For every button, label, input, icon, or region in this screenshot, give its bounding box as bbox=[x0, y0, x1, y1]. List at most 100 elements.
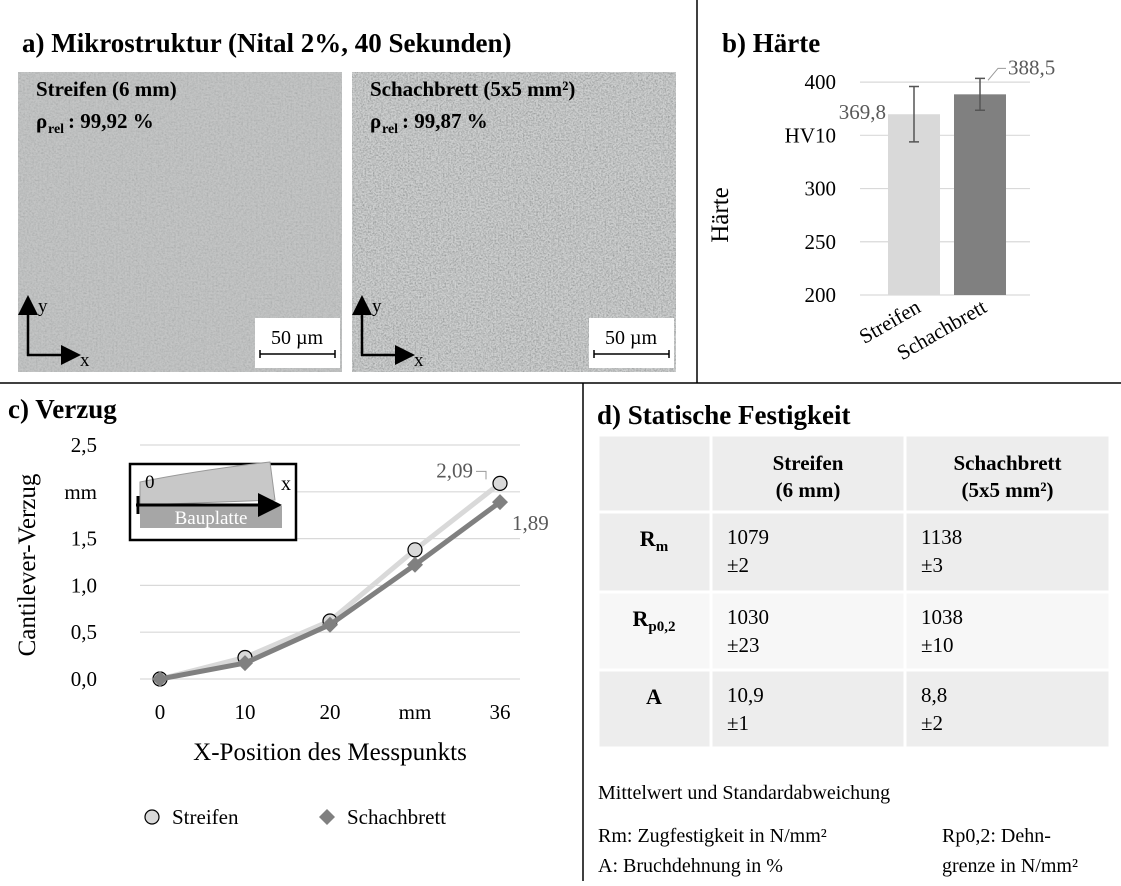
table-cell bbox=[712, 671, 904, 747]
bar bbox=[888, 114, 940, 296]
image-label: Streifen (6 mm) bbox=[36, 77, 177, 101]
abbreviation: grenze in N/mm² bbox=[942, 855, 1078, 877]
row-symbol: Rp0,2 bbox=[633, 606, 676, 635]
symbol: R bbox=[640, 526, 657, 551]
y-tick-label: 300 bbox=[805, 177, 837, 201]
table-value: ±2 bbox=[921, 711, 943, 735]
x-axis-label: X-Position des Messpunkts bbox=[193, 739, 467, 766]
y-tick-label: 1,0 bbox=[71, 573, 97, 597]
inset-origin: 0 bbox=[145, 472, 155, 493]
y-tick-label: 2,5 bbox=[71, 433, 97, 457]
panel-title: b) Härte bbox=[722, 28, 820, 58]
y-tick-label: mm bbox=[64, 480, 97, 504]
table-cell bbox=[906, 436, 1109, 511]
table-value: 10,9 bbox=[727, 683, 764, 707]
inset-plate-label: Bauplatte bbox=[175, 508, 248, 529]
scale-label: 50 µm bbox=[271, 327, 324, 349]
table-value: 8,8 bbox=[921, 683, 947, 707]
value-label: 1,89 bbox=[512, 511, 549, 535]
scale-box bbox=[589, 318, 674, 368]
table-cell bbox=[906, 593, 1109, 669]
y-tick-label: 1,5 bbox=[71, 527, 97, 551]
table-value: 1030 bbox=[727, 605, 769, 629]
panel-title: a) Mikrostruktur (Nital 2%, 40 Sekunden) bbox=[22, 28, 512, 58]
scale-box bbox=[255, 318, 340, 368]
axis-label: x bbox=[80, 350, 90, 371]
density-value: : 99,92 % bbox=[68, 109, 154, 133]
scale-label: 50 µm bbox=[605, 327, 658, 349]
panel-title: d) Statische Festigkeit bbox=[597, 400, 850, 430]
abbreviation: Rp0,2: Dehn- bbox=[942, 825, 1051, 847]
table-value: ±3 bbox=[921, 553, 943, 577]
bar bbox=[954, 94, 1006, 295]
table-cell bbox=[712, 513, 904, 591]
x-tick-label: 10 bbox=[235, 700, 256, 724]
marker bbox=[407, 542, 423, 558]
table-cell bbox=[599, 436, 710, 511]
error-bar bbox=[909, 85, 919, 143]
value-label: 388,5 bbox=[1008, 55, 1055, 79]
subscript: p0,2 bbox=[648, 619, 675, 635]
table-cell bbox=[712, 593, 904, 669]
table-value: ±1 bbox=[727, 711, 749, 735]
cantilever bbox=[139, 461, 276, 506]
inset-axis-label: x bbox=[281, 473, 291, 495]
column-header: Schachbrett bbox=[953, 451, 1061, 475]
y-tick-label: 0,0 bbox=[71, 667, 97, 691]
axis-label: y bbox=[38, 296, 48, 317]
row-symbol: A bbox=[646, 684, 662, 709]
table-cell bbox=[599, 513, 710, 591]
table-note: Mittelwert und Standardabweichung bbox=[598, 782, 890, 804]
y-tick-label: 200 bbox=[805, 283, 837, 307]
legend-label: Schachbrett bbox=[347, 805, 446, 829]
plot-layer bbox=[140, 67, 1030, 687]
marker bbox=[237, 655, 253, 672]
axis-label: y bbox=[372, 296, 382, 317]
table-value: 1038 bbox=[921, 605, 963, 629]
table-value: ±2 bbox=[727, 553, 749, 577]
legend-label: Streifen bbox=[172, 805, 239, 829]
y-axis-label: Härte bbox=[707, 187, 734, 243]
axis-label: x bbox=[414, 350, 424, 371]
marker bbox=[152, 671, 168, 687]
symbol: A bbox=[646, 684, 662, 709]
density-symbol: ρ bbox=[36, 109, 47, 133]
table-cell bbox=[599, 593, 710, 669]
column-header: Streifen bbox=[773, 451, 844, 475]
subscript: m bbox=[656, 539, 669, 555]
y-tick-label: HV10 bbox=[785, 123, 836, 147]
x-tick-label: 36 bbox=[490, 700, 511, 724]
y-axis-label: Cantilever-Verzug bbox=[14, 473, 41, 656]
table-value: ±23 bbox=[727, 633, 760, 657]
table-value: 1138 bbox=[921, 525, 962, 549]
marker bbox=[322, 616, 338, 633]
y-tick-label: 250 bbox=[805, 230, 837, 254]
scale-bar bbox=[259, 350, 336, 358]
x-tick-label: 20 bbox=[320, 700, 341, 724]
value-label: 369,8 bbox=[839, 100, 886, 124]
density-subscript: rel bbox=[382, 122, 398, 137]
panel-title: c) Verzug bbox=[8, 394, 117, 424]
abbreviation: A: Bruchdehnung in % bbox=[598, 855, 783, 877]
y-tick-label: 400 bbox=[805, 70, 837, 94]
column-header: (5x5 mm²) bbox=[961, 478, 1053, 502]
density-subscript: rel bbox=[48, 122, 64, 137]
row-symbol: Rm bbox=[640, 526, 669, 555]
marker bbox=[144, 809, 160, 825]
marker bbox=[319, 809, 335, 825]
table-cell bbox=[906, 513, 1109, 591]
column-header: (6 mm) bbox=[776, 478, 841, 502]
table-value: 1079 bbox=[727, 525, 769, 549]
table-value: ±10 bbox=[921, 633, 954, 657]
marker bbox=[492, 475, 508, 491]
density-symbol: ρ bbox=[370, 109, 381, 133]
image-label: Schachbrett (5x5 mm²) bbox=[370, 77, 575, 101]
marker bbox=[492, 494, 508, 511]
leader-line bbox=[476, 470, 487, 480]
x-tick-label: mm bbox=[399, 700, 432, 724]
leader-line bbox=[987, 67, 1006, 81]
symbol: R bbox=[633, 606, 650, 631]
y-tick-label: 0,5 bbox=[71, 620, 97, 644]
marker bbox=[407, 556, 423, 573]
value-label: 2,09 bbox=[436, 458, 473, 482]
